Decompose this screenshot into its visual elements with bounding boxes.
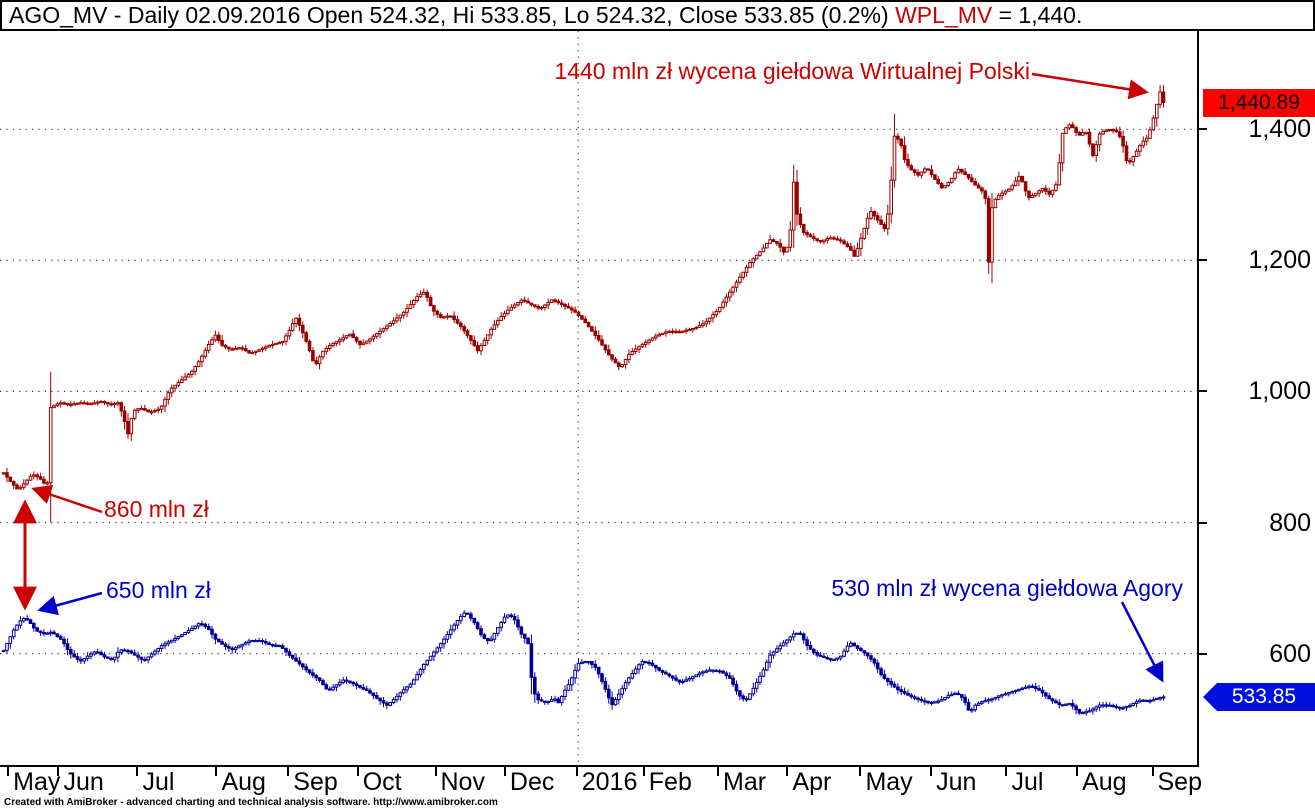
amibroker-credit: Created with AmiBroker - advanced charti… [4, 797, 498, 808]
date-axis-tick [786, 767, 789, 776]
price-axis-label: 1,200 [1248, 246, 1311, 275]
date-axis-label-apr: Apr [792, 768, 832, 796]
date-axis-label-aug: Aug [1082, 768, 1127, 796]
price-axis-tick [1199, 390, 1207, 393]
date-axis-tick [356, 767, 359, 776]
date-axis-label-jun: Jun [936, 768, 977, 796]
date-axis-label-aug: Aug [221, 768, 266, 796]
date-axis-label-dec: Dec [509, 768, 555, 796]
date-axis-tick [1005, 767, 1008, 776]
chart-plot-area[interactable] [0, 31, 1197, 765]
date-axis-tick [503, 767, 506, 776]
date-axis-label-sep: Sep [1157, 768, 1202, 796]
date-axis-tick [434, 767, 437, 776]
date-axis-label-jul: Jul [142, 768, 175, 796]
candlestick-canvas[interactable] [0, 31, 1197, 765]
date-axis-tick [57, 767, 60, 776]
chart-title-bar: AGO_MV - Daily 02.09.2016 Open 524.32, H… [0, 0, 1315, 31]
price-axis-label: 1,400 [1248, 115, 1311, 144]
date-axis-tick [215, 767, 218, 776]
date-axis-tick [1151, 767, 1154, 776]
date-axis-line [0, 765, 1199, 767]
date-axis-tick [287, 767, 290, 776]
title-primary-symbol-info: AGO_MV - Daily 02.09.2016 Open 524.32, H… [9, 2, 896, 28]
date-axis-tick [717, 767, 719, 776]
date-axis-label-jun: Jun [63, 768, 104, 796]
annotation-wpl-valuation: 1440 mln zł wycena giełdowa Wirtualnej P… [554, 58, 1030, 84]
date-axis-tick [575, 767, 578, 776]
last-price-badge-wpl_mv: 1,440.89 [1203, 88, 1315, 117]
date-axis-tick [1076, 767, 1079, 776]
date-axis-label-nov: Nov [440, 768, 485, 796]
annotation-wpl-start-value: 860 mln zł [104, 496, 209, 522]
gridlines [0, 31, 1197, 765]
date-axis-label-may: May [865, 768, 913, 796]
series-wpl_mv [1, 85, 1166, 523]
annotation-ago-start-value: 650 mln zł [106, 577, 211, 603]
date-axis-tick [642, 767, 645, 776]
price-axis-label: 600 [1269, 639, 1311, 668]
price-axis-tick [1199, 652, 1207, 655]
date-axis-tick [7, 767, 10, 776]
title-overlay-symbol: WPL_MV [895, 2, 993, 28]
date-axis-label-oct: Oct [362, 768, 402, 796]
date-axis-label-2016: 2016 [581, 768, 638, 796]
price-axis-tick [1199, 521, 1207, 524]
price-axis-gutter: 600 800 1,000 1,200 1,400 1,440.89 533.85 [1197, 31, 1315, 765]
price-axis-tick [1199, 259, 1207, 262]
date-axis-tick [930, 767, 933, 776]
date-axis-tick [859, 767, 862, 776]
date-axis-label-jul: Jul [1011, 768, 1044, 796]
date-axis-label-sep: Sep [293, 768, 338, 796]
annotation-ago-valuation: 530 mln zł wycena giełdowa Agory [831, 575, 1183, 601]
last-price-badge-ago_mv: 533.85 [1203, 682, 1315, 711]
price-axis-label: 1,000 [1248, 377, 1311, 406]
date-axis: Created with AmiBroker - advanced charti… [0, 765, 1315, 810]
title-overlay-value: = 1,440. [992, 2, 1083, 28]
price-axis-label: 800 [1269, 508, 1311, 537]
series-ago_mv [1, 610, 1166, 716]
date-axis-label-may: May [13, 768, 61, 796]
date-axis-label-mar: Mar [723, 768, 767, 796]
price-axis-tick [1199, 128, 1207, 131]
date-axis-label-feb: Feb [648, 768, 692, 796]
date-axis-tick [136, 767, 139, 776]
